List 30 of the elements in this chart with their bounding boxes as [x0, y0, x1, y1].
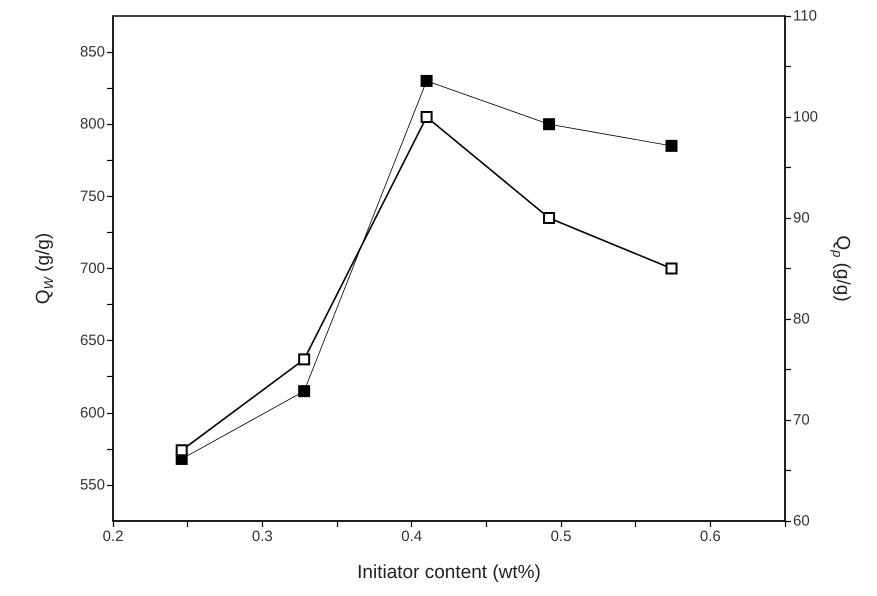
y-tick-label: 600	[80, 404, 105, 422]
point	[420, 74, 433, 87]
x-tick-label: 0.3	[252, 528, 273, 545]
point	[543, 118, 556, 130]
x-tick-label: 0.4	[401, 528, 422, 545]
point	[298, 353, 310, 366]
point	[298, 385, 310, 398]
y2-tick-label: 70	[793, 412, 810, 428]
point	[666, 140, 678, 152]
y2-axis-title: Qp (g/g)	[830, 235, 853, 302]
y2-tick-label: 60	[793, 512, 810, 530]
y-tick-label: 700	[80, 260, 105, 277]
point	[543, 212, 556, 224]
y-tick-label: 650	[80, 332, 105, 350]
y2-tick-label: 80	[793, 310, 810, 328]
x-tick-label: 0.2	[102, 528, 124, 545]
y2-tick-label: 90	[793, 210, 810, 226]
x-axis-title: Initiator content (wt%)	[357, 562, 541, 583]
y-tick-label: 750	[80, 188, 105, 205]
point	[176, 444, 188, 456]
y-tick-label: 550	[80, 476, 105, 494]
y-tick-label: 850	[80, 44, 105, 61]
x-tick-label: 0.5	[550, 528, 572, 545]
point	[666, 262, 678, 274]
x-tick-label: 0.6	[700, 528, 721, 545]
y2-tick-label: 100	[793, 108, 818, 126]
y2-tick-label: 110	[793, 8, 817, 24]
point	[420, 111, 433, 123]
y-axis-title: QW (g/g)	[33, 232, 56, 304]
y-tick-label: 800	[80, 116, 105, 133]
